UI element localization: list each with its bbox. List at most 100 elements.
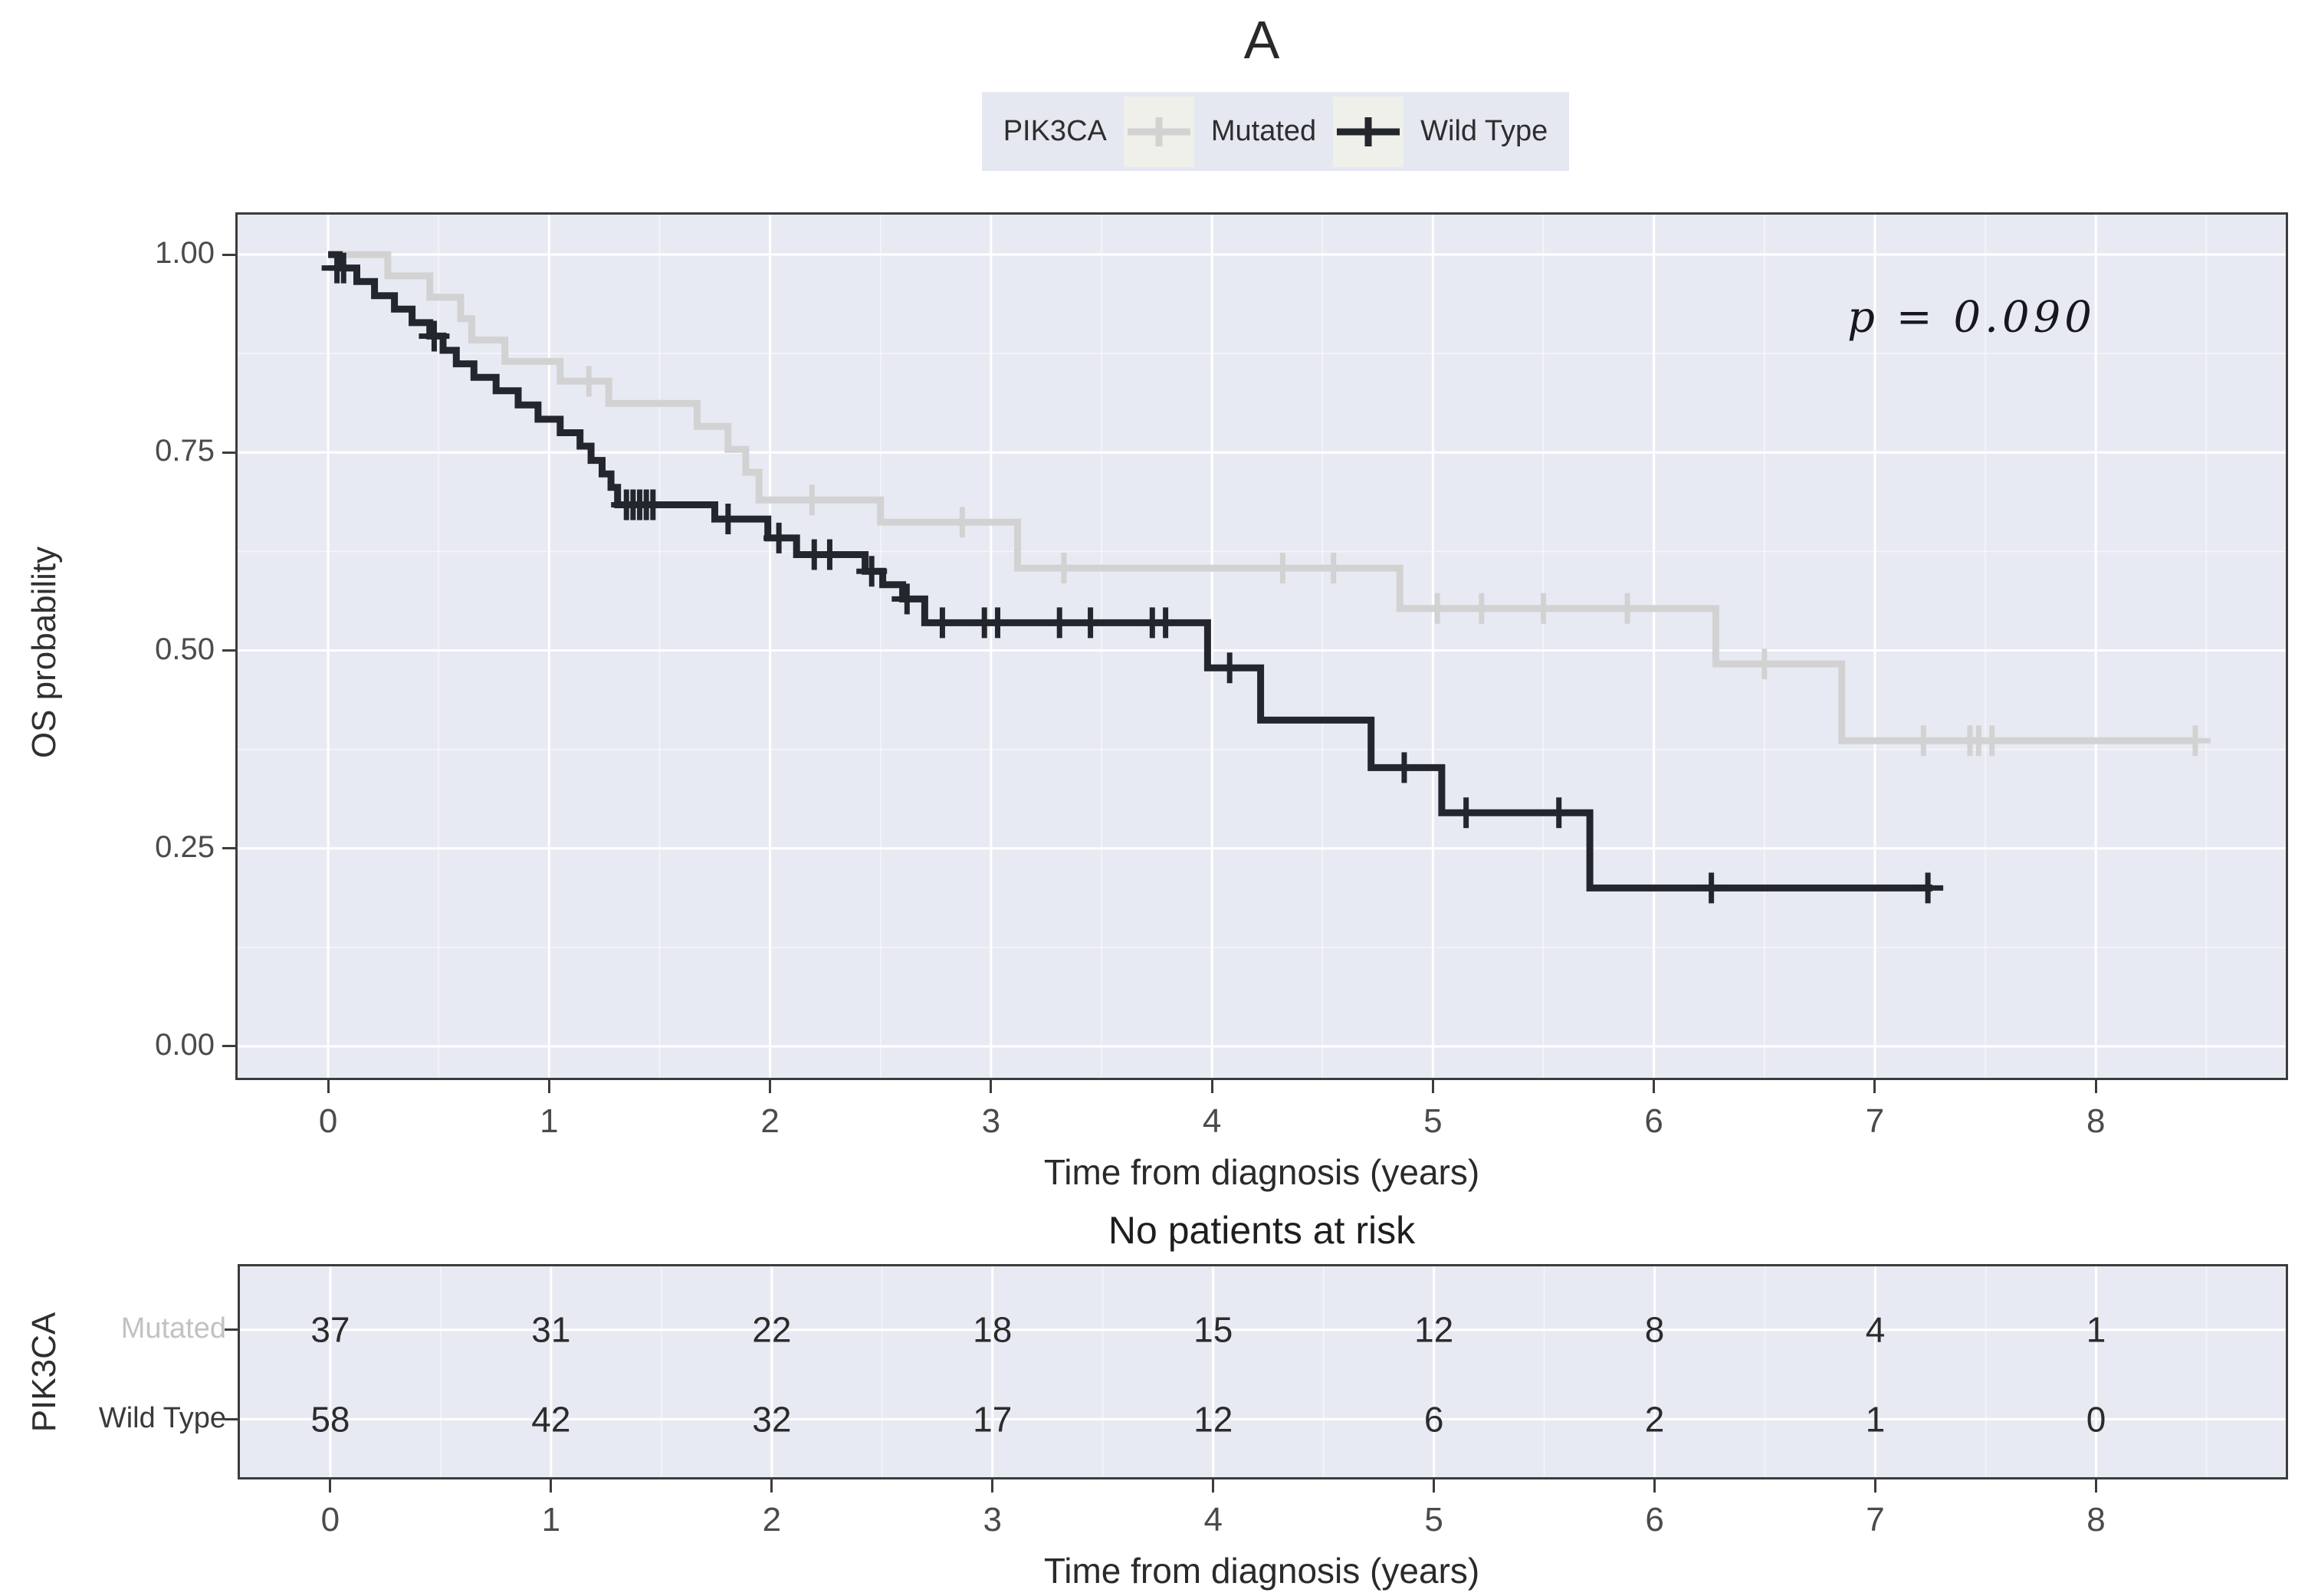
risk-x-tick-label: 7 — [1866, 1501, 1885, 1539]
risk-count-mutated-t4: 15 — [1193, 1310, 1233, 1350]
y-tick-label: 0.25 — [155, 829, 215, 864]
risk-x-tick-label: 1 — [541, 1501, 561, 1539]
y-tick-mark — [222, 847, 235, 850]
risk-count-wild-type-t2: 32 — [752, 1399, 791, 1439]
risk-count-wild-type-t3: 17 — [973, 1399, 1012, 1439]
x-tick-label: 3 — [981, 1102, 1001, 1140]
y-tick-mark — [222, 451, 235, 454]
risk-x-tick-mark — [770, 1479, 773, 1493]
x-tick-mark — [1653, 1080, 1656, 1093]
x-tick-mark — [769, 1080, 772, 1093]
censor-mark — [1150, 607, 1181, 639]
risk-count-mutated-t7: 4 — [1866, 1310, 1886, 1350]
censor-mark — [1908, 725, 1939, 757]
censor-mark — [1450, 797, 1482, 829]
censor-mark — [1466, 593, 1497, 624]
x-tick-mark — [990, 1080, 993, 1093]
censor-mark — [814, 539, 845, 570]
risk-x-tick-label: 5 — [1424, 1501, 1443, 1539]
risk-count-mutated-t2: 22 — [752, 1310, 791, 1350]
risk-count-wild-type-t8: 0 — [2086, 1399, 2106, 1439]
x-tick-label: 6 — [1644, 1102, 1663, 1140]
censor-mark — [1543, 797, 1574, 829]
censor-mark — [328, 252, 359, 284]
y-tick-label: 0.75 — [155, 434, 215, 468]
censor-mark — [856, 556, 888, 587]
censor-mark — [1318, 553, 1349, 584]
x-axis-title-risk: Time from diagnosis (years) — [1043, 1551, 1480, 1591]
x-tick-label: 4 — [1202, 1102, 1222, 1140]
risk-x-tick-mark — [1653, 1479, 1656, 1493]
x-tick-mark — [2094, 1080, 2097, 1093]
risk-x-tick-mark — [1874, 1479, 1877, 1493]
censor-mark — [712, 504, 744, 535]
censor-mark — [763, 522, 795, 553]
risk-x-tick-mark — [1212, 1479, 1215, 1493]
censor-mark — [1075, 607, 1106, 639]
figure-title: A — [1243, 10, 1280, 70]
risk-x-tick-label: 4 — [1203, 1501, 1223, 1539]
risk-x-tick-label: 2 — [762, 1501, 782, 1539]
legend-title: PIK3CA — [1003, 115, 1107, 147]
mutated-curve-key-icon — [1123, 96, 1194, 167]
km-plot-panel — [235, 212, 2288, 1080]
risk-table-panel: 37 31 22 18 15 12 8 4 1 58 42 32 17 12 6 2 1 0 — [238, 1264, 2288, 1479]
x-tick-label: 0 — [318, 1102, 338, 1140]
legend-label-mutated: Mutated — [1210, 115, 1317, 147]
risk-row-label-wild-type: Wild Type — [98, 1402, 226, 1434]
x-tick-mark — [327, 1080, 330, 1093]
x-tick-label: 1 — [540, 1102, 559, 1140]
y-axis-title: OS probability — [25, 546, 63, 759]
censor-mark — [2179, 725, 2211, 757]
censor-mark — [1044, 607, 1075, 639]
risk-row-tick-mark — [225, 1328, 238, 1332]
censor-mark — [891, 583, 923, 615]
censor-mark — [1422, 593, 1453, 624]
censor-mark — [1528, 593, 1559, 624]
censor-mark — [1696, 872, 1727, 904]
y-tick-mark — [222, 649, 235, 652]
censor-mark — [1612, 593, 1643, 624]
risk-x-tick-mark — [550, 1479, 553, 1493]
censor-mark — [927, 607, 958, 639]
risk-x-tick-label: 6 — [1645, 1501, 1664, 1539]
censor-mark — [796, 484, 828, 516]
y-tick-mark — [222, 253, 235, 256]
risk-count-wild-type-t5: 6 — [1424, 1399, 1444, 1439]
censor-mark — [419, 320, 450, 352]
legend: PIK3CA Mutated Wild Type — [982, 92, 1569, 171]
censor-mark — [1976, 725, 2008, 757]
x-tick-label: 5 — [1423, 1102, 1443, 1140]
censor-mark — [1214, 652, 1246, 684]
risk-row-label-mutated: Mutated — [120, 1312, 226, 1345]
censor-mark — [637, 489, 668, 521]
risk-count-wild-type-t0: 58 — [310, 1399, 350, 1439]
wild-type-curve-key-icon — [1333, 96, 1404, 167]
x-tick-label: 8 — [2086, 1102, 2106, 1140]
y-tick-label: 0.50 — [155, 632, 215, 666]
censor-mark — [1388, 752, 1420, 783]
risk-count-mutated-t5: 12 — [1414, 1310, 1453, 1350]
risk-x-tick-mark — [1433, 1479, 1436, 1493]
risk-x-tick-label: 0 — [320, 1501, 340, 1539]
risk-count-wild-type-t1: 42 — [531, 1399, 570, 1439]
legend-label-wild-type: Wild Type — [1420, 115, 1548, 147]
risk-table-title: No patients at risk — [1108, 1209, 1416, 1252]
x-tick-label: 7 — [1865, 1102, 1885, 1140]
risk-count-wild-type-t7: 1 — [1866, 1399, 1886, 1439]
censor-mark — [1912, 872, 1944, 904]
risk-count-mutated-t1: 31 — [531, 1310, 570, 1350]
risk-row-tick-mark — [225, 1417, 238, 1420]
risk-count-mutated-t8: 1 — [2086, 1310, 2106, 1350]
risk-x-tick-label: 3 — [983, 1501, 1003, 1539]
x-tick-mark — [547, 1080, 550, 1093]
censor-mark — [1267, 553, 1298, 584]
y-tick-mark — [222, 1045, 235, 1048]
x-axis-title-main: Time from diagnosis (years) — [1043, 1152, 1480, 1192]
km-curve-mutated — [328, 251, 2195, 744]
x-tick-label: 2 — [760, 1102, 780, 1140]
censor-mark — [573, 366, 605, 397]
risk-x-tick-mark — [2094, 1479, 2097, 1493]
censor-mark — [1049, 553, 1080, 584]
